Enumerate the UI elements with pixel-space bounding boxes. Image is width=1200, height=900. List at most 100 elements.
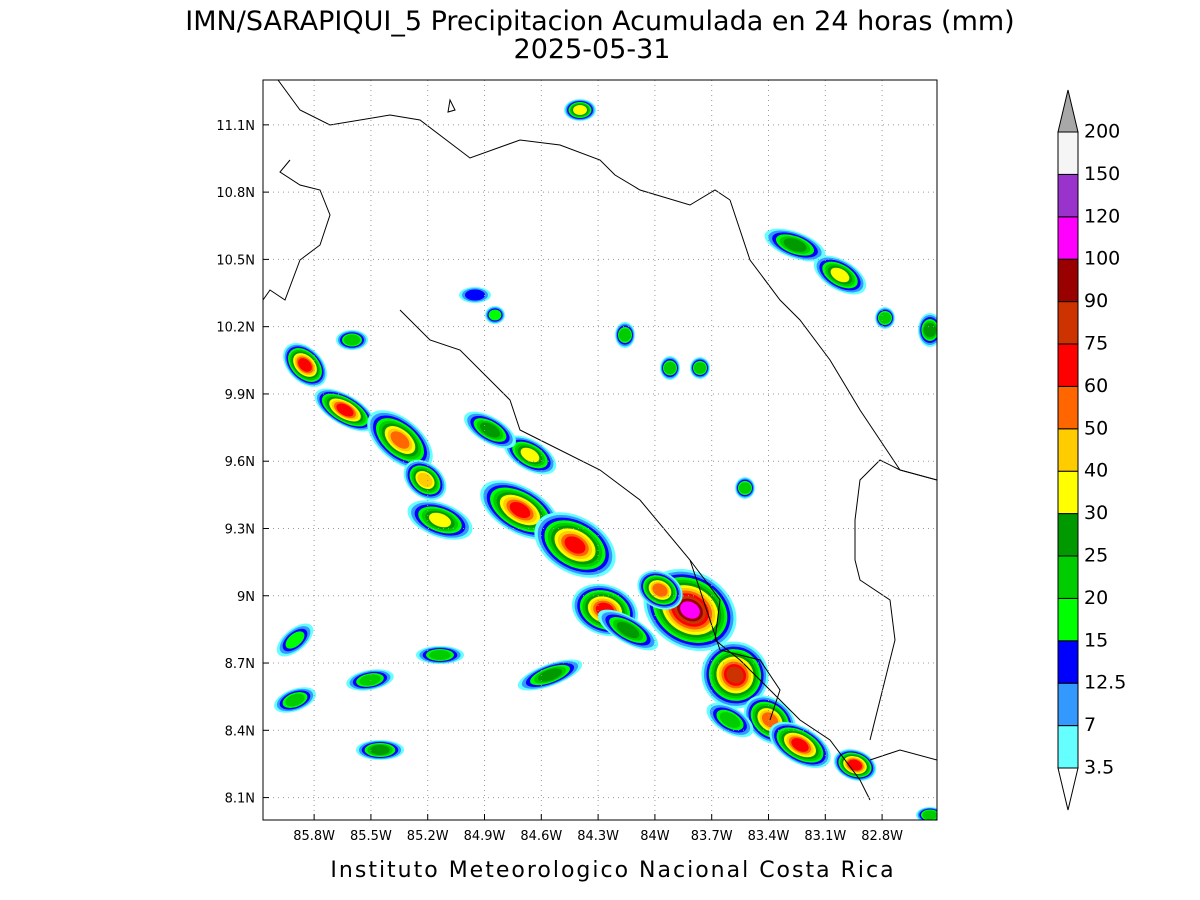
x-tick-label: 83.1W — [804, 829, 846, 844]
colorbar-label: 12.5 — [1084, 672, 1126, 694]
precip-contour — [726, 666, 744, 684]
y-tick-label: 9.3N — [225, 522, 255, 537]
colorbar-box — [1057, 470, 1079, 515]
precip-contour — [923, 323, 937, 337]
precip-contour — [344, 334, 360, 346]
colorbar-label: 30 — [1084, 502, 1108, 524]
precip-contour — [428, 512, 452, 528]
x-tick-label: 82.8W — [861, 829, 903, 844]
colorbar-label: 100 — [1084, 248, 1120, 270]
precip-contour — [694, 362, 706, 374]
coastlines — [263, 80, 937, 801]
precip-contour — [465, 289, 485, 301]
colorbar-label: 7 — [1084, 714, 1096, 736]
precip-contour — [509, 501, 531, 519]
colorbar-under — [1057, 767, 1079, 811]
precip-contour — [739, 482, 751, 494]
x-tick-label: 83.4W — [748, 829, 790, 844]
y-tick-label: 10.5N — [216, 253, 255, 268]
map-frame — [262, 79, 938, 821]
precip-contour — [359, 674, 381, 686]
y-tick-label: 10.2N — [216, 321, 255, 336]
precip-contour — [336, 403, 354, 417]
coast — [729, 199, 937, 481]
precip-contour — [564, 536, 586, 554]
colorbar-box — [1057, 597, 1079, 642]
x-tick-label: 85.2W — [407, 829, 449, 844]
precip-contour — [429, 650, 451, 660]
precip-contour — [619, 328, 631, 342]
coast — [869, 749, 937, 761]
colorbar-box — [1057, 258, 1079, 303]
colorbar-box — [1057, 513, 1079, 557]
colorbar-box — [1057, 385, 1079, 430]
y-tick-label: 8.1N — [225, 792, 255, 807]
x-tick-label: 83.7W — [691, 829, 733, 844]
colorbar-box — [1057, 682, 1079, 727]
y-tick-label: 10.8N — [216, 186, 255, 201]
colorbar-label: 60 — [1084, 375, 1108, 397]
precip-contour — [285, 631, 305, 649]
x-tick-label: 84.9W — [464, 829, 506, 844]
y-tick-label: 8.4N — [225, 724, 255, 739]
precip-contour — [298, 358, 312, 372]
footer: Instituto Meteorologico Nacional Costa R… — [330, 858, 895, 883]
colorbar-over — [1057, 89, 1079, 133]
x-tick-label: 85.8W — [293, 829, 335, 844]
colorbar-label: 15 — [1084, 629, 1108, 651]
precip-contour — [616, 621, 640, 639]
colorbar-label: 200 — [1084, 121, 1120, 143]
x-tick-label: 84.6W — [520, 829, 562, 844]
coast — [263, 159, 331, 301]
title: IMN/SARAPIQUI_5 Precipitacion Acumulada … — [185, 6, 1014, 37]
y-tick-label: 11.1N — [216, 119, 255, 134]
colorbar-label: 3.5 — [1084, 757, 1114, 779]
y-tick-label: 9.9N — [225, 388, 255, 403]
border — [277, 80, 731, 206]
grid: 85.8W 85.5W 85.2W 84.9W 84.6W 84.3W 84W 83.7W 83… — [216, 80, 937, 844]
colorbar-box — [1057, 216, 1079, 260]
x-tick-label: 84W — [640, 829, 670, 844]
precip-contour — [285, 693, 305, 707]
precip-contour — [652, 583, 668, 597]
colorbar-box — [1057, 131, 1079, 175]
precip-contour — [390, 431, 410, 449]
colorbar-label: 40 — [1084, 460, 1108, 482]
island — [447, 98, 456, 113]
colorbar-box — [1057, 428, 1079, 472]
precip-contour — [830, 267, 850, 283]
colorbar-label: 50 — [1084, 417, 1108, 439]
precip-contour — [719, 712, 741, 728]
precip-contour — [520, 447, 540, 463]
precip-contour — [488, 309, 502, 321]
precip-contour — [847, 759, 863, 771]
colorbar-label: 75 — [1084, 333, 1108, 355]
colorbar-box — [1057, 301, 1079, 345]
colorbar-label: 150 — [1084, 163, 1120, 185]
colorbar-label: 20 — [1084, 587, 1108, 609]
precipitation-field — [273, 99, 937, 820]
y-tick-label: 9.6N — [225, 455, 255, 470]
precip-contour — [879, 312, 891, 324]
subtitle: 2025-05-31 — [514, 34, 671, 65]
y-tick-label: 9N — [237, 590, 255, 605]
x-tick-label: 84.3W — [577, 829, 619, 844]
y-tick-label: 8.7N — [225, 657, 255, 672]
precip-contour — [370, 745, 390, 755]
colorbar-box — [1057, 725, 1079, 769]
precip-contour — [664, 362, 676, 374]
precip-contour — [680, 601, 700, 619]
precip-contour — [791, 738, 809, 752]
precip-contour — [922, 810, 937, 820]
precip-contour — [479, 422, 501, 438]
border — [689, 559, 781, 721]
colorbar-box — [1057, 640, 1079, 684]
colorbar-label: 120 — [1084, 205, 1120, 227]
precip-contour — [573, 105, 587, 115]
colorbar-label: 25 — [1084, 545, 1108, 567]
colorbar-box — [1057, 343, 1079, 387]
precip-contour — [538, 668, 562, 682]
precip-contour — [417, 472, 433, 488]
colorbar-box — [1057, 173, 1079, 218]
